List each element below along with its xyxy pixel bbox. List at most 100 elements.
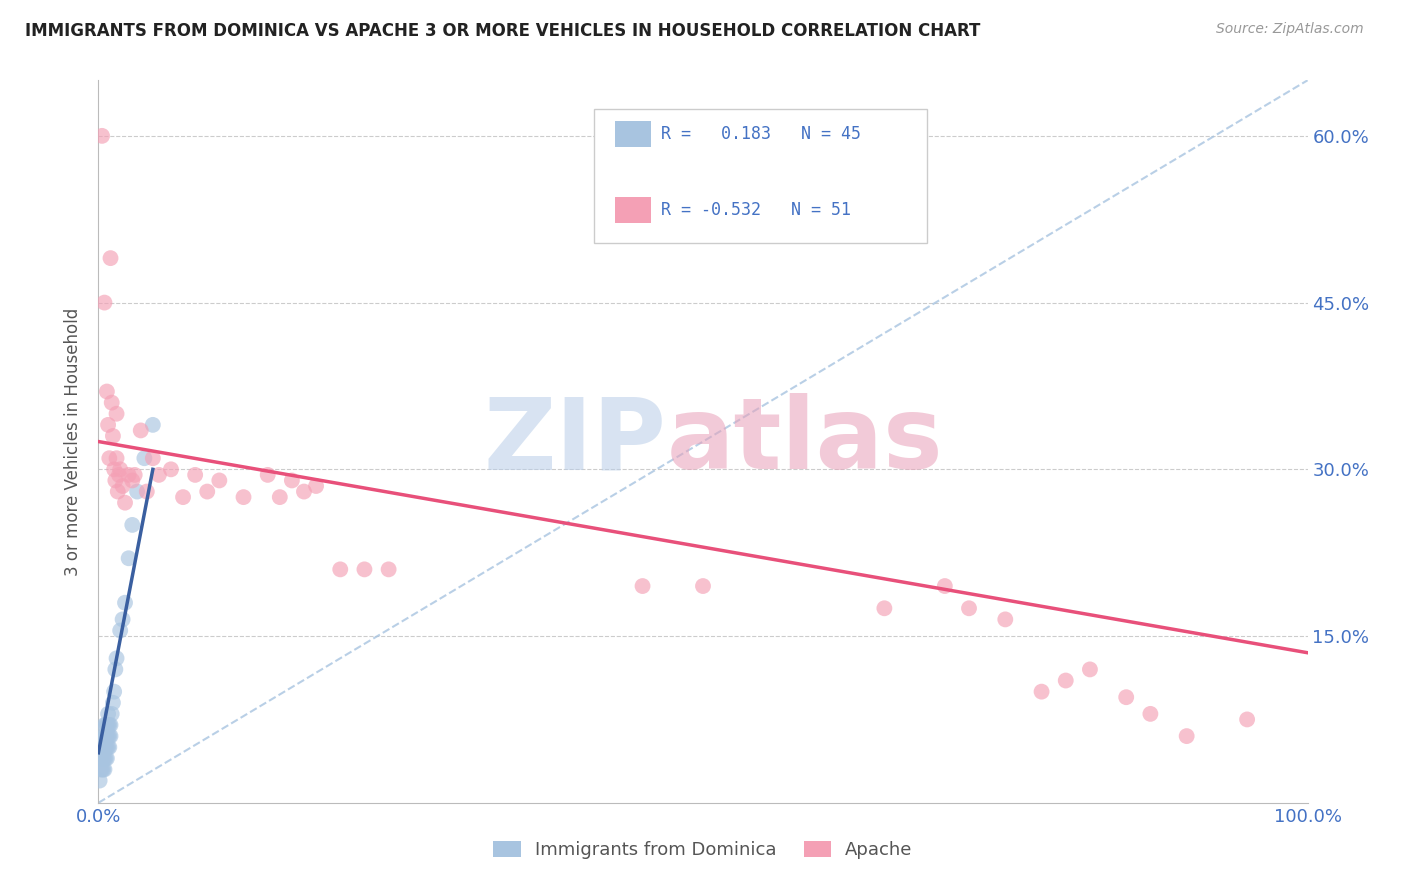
Point bbox=[160, 462, 183, 476]
Point bbox=[108, 467, 131, 482]
Point bbox=[114, 496, 136, 510]
FancyBboxPatch shape bbox=[595, 109, 927, 243]
Point bbox=[107, 484, 129, 499]
Point bbox=[134, 451, 156, 466]
Point bbox=[208, 474, 231, 488]
Point bbox=[135, 484, 157, 499]
Point bbox=[1031, 684, 1053, 698]
Point bbox=[957, 601, 980, 615]
Point bbox=[94, 718, 117, 732]
Point bbox=[104, 474, 127, 488]
Point bbox=[111, 479, 134, 493]
Point bbox=[148, 467, 170, 482]
Point bbox=[108, 624, 131, 638]
Point bbox=[129, 424, 152, 438]
Point bbox=[97, 706, 120, 721]
Point bbox=[97, 417, 120, 432]
Point bbox=[1078, 662, 1101, 676]
Text: R = -0.532   N = 51: R = -0.532 N = 51 bbox=[661, 201, 851, 219]
Text: atlas: atlas bbox=[666, 393, 943, 490]
Point bbox=[91, 729, 114, 743]
Point bbox=[121, 474, 143, 488]
Point bbox=[1115, 690, 1137, 705]
Point bbox=[100, 395, 122, 409]
Point bbox=[96, 384, 118, 399]
Point bbox=[105, 407, 128, 421]
Bar bbox=[614, 197, 651, 223]
Point bbox=[91, 763, 114, 777]
Point bbox=[172, 490, 194, 504]
Point bbox=[96, 718, 118, 732]
Point bbox=[101, 429, 124, 443]
Point bbox=[104, 662, 127, 676]
Point bbox=[98, 718, 121, 732]
Point bbox=[100, 718, 122, 732]
Point bbox=[142, 417, 165, 432]
Point bbox=[100, 251, 122, 265]
Point bbox=[93, 740, 115, 755]
Point bbox=[114, 596, 136, 610]
Point bbox=[94, 729, 117, 743]
Point bbox=[105, 651, 128, 665]
Point bbox=[377, 562, 399, 576]
Point bbox=[994, 612, 1017, 626]
Text: ZIP: ZIP bbox=[484, 393, 666, 490]
Point bbox=[142, 451, 165, 466]
Point bbox=[89, 773, 111, 788]
Point bbox=[184, 467, 207, 482]
Point bbox=[118, 551, 141, 566]
Point bbox=[105, 451, 128, 466]
Bar bbox=[614, 121, 651, 147]
Point bbox=[90, 751, 112, 765]
Point bbox=[269, 490, 291, 504]
Point bbox=[91, 128, 114, 143]
Legend: Immigrants from Dominica, Apache: Immigrants from Dominica, Apache bbox=[486, 833, 920, 866]
Point bbox=[96, 751, 118, 765]
Point bbox=[96, 740, 118, 755]
Point bbox=[90, 763, 112, 777]
Point bbox=[101, 696, 124, 710]
Point bbox=[121, 517, 143, 532]
Point bbox=[195, 484, 218, 499]
Text: Source: ZipAtlas.com: Source: ZipAtlas.com bbox=[1216, 22, 1364, 37]
Point bbox=[305, 479, 328, 493]
Point bbox=[94, 740, 117, 755]
Point bbox=[98, 451, 121, 466]
Point bbox=[353, 562, 375, 576]
Point bbox=[1236, 713, 1258, 727]
Point bbox=[329, 562, 352, 576]
Point bbox=[631, 579, 654, 593]
Text: R =   0.183   N = 45: R = 0.183 N = 45 bbox=[661, 126, 860, 144]
Point bbox=[1139, 706, 1161, 721]
Point bbox=[100, 729, 122, 743]
Point bbox=[108, 462, 131, 476]
Point bbox=[98, 740, 121, 755]
Point bbox=[281, 474, 304, 488]
Point bbox=[91, 740, 114, 755]
Point bbox=[98, 729, 121, 743]
Point bbox=[292, 484, 315, 499]
Point bbox=[692, 579, 714, 593]
Point bbox=[93, 751, 115, 765]
Point bbox=[97, 729, 120, 743]
Point bbox=[124, 467, 146, 482]
Point bbox=[94, 751, 117, 765]
Point bbox=[93, 763, 115, 777]
Point bbox=[97, 718, 120, 732]
Text: IMMIGRANTS FROM DOMINICA VS APACHE 3 OR MORE VEHICLES IN HOUSEHOLD CORRELATION C: IMMIGRANTS FROM DOMINICA VS APACHE 3 OR … bbox=[25, 22, 980, 40]
Point bbox=[91, 746, 114, 760]
Point bbox=[1175, 729, 1198, 743]
Point bbox=[873, 601, 896, 615]
Point bbox=[127, 484, 149, 499]
Point bbox=[118, 467, 141, 482]
Y-axis label: 3 or more Vehicles in Household: 3 or more Vehicles in Household bbox=[65, 308, 83, 575]
Point bbox=[91, 751, 114, 765]
Point bbox=[96, 729, 118, 743]
Point bbox=[111, 612, 134, 626]
Point bbox=[93, 295, 115, 310]
Point bbox=[256, 467, 278, 482]
Point bbox=[91, 740, 114, 755]
Point bbox=[103, 684, 125, 698]
Point bbox=[1054, 673, 1077, 688]
Point bbox=[100, 706, 122, 721]
